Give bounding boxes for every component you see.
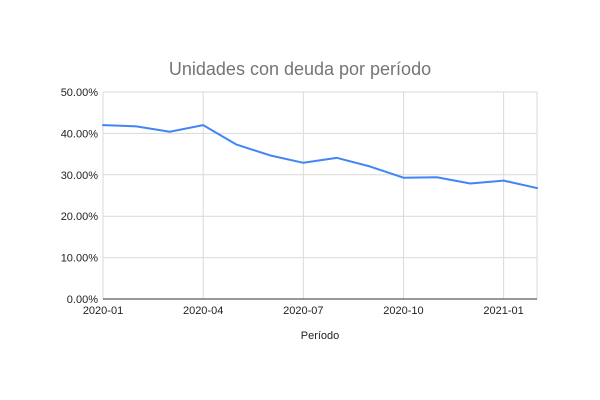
x-axis-title: Período bbox=[301, 330, 340, 342]
data-point bbox=[102, 124, 104, 126]
data-point bbox=[135, 125, 137, 127]
data-point bbox=[236, 144, 238, 146]
data-point bbox=[302, 162, 304, 164]
x-tick-label: 2021-01 bbox=[483, 305, 523, 317]
data-point bbox=[269, 154, 271, 156]
vertical-gridlines bbox=[102, 92, 538, 299]
y-tick-label: 0.00% bbox=[67, 294, 98, 306]
x-tick-label: 2020-01 bbox=[83, 305, 123, 317]
y-tick-label: 20.00% bbox=[61, 211, 99, 223]
x-tick-label: 2020-04 bbox=[183, 305, 223, 317]
data-point bbox=[369, 166, 371, 168]
x-tick-label: 2020-07 bbox=[283, 305, 323, 317]
x-axis-tick-labels: 2020-01 2020-04 2020-07 2020-10 2021-01 bbox=[83, 305, 524, 317]
chart-title: Unidades con deuda por período bbox=[169, 59, 431, 79]
data-point bbox=[536, 187, 538, 189]
y-tick-label: 50.00% bbox=[61, 87, 99, 99]
data-point bbox=[402, 177, 404, 179]
series-line bbox=[102, 124, 538, 190]
y-tick-label: 40.00% bbox=[61, 128, 99, 140]
series-group bbox=[102, 124, 538, 190]
x-tick-label: 2020-10 bbox=[383, 305, 423, 317]
y-axis-tick-labels: 0.00% 10.00% 20.00% 30.00% 40.00% 50.00% bbox=[61, 87, 99, 306]
data-point bbox=[436, 176, 438, 178]
data-point bbox=[503, 180, 505, 182]
data-point bbox=[169, 131, 171, 133]
y-tick-label: 10.00% bbox=[61, 253, 99, 265]
y-tick-label: 30.00% bbox=[61, 170, 99, 182]
data-point bbox=[469, 182, 471, 184]
data-point bbox=[202, 124, 204, 126]
horizontal-gridlines bbox=[103, 91, 537, 259]
data-point bbox=[336, 157, 338, 159]
